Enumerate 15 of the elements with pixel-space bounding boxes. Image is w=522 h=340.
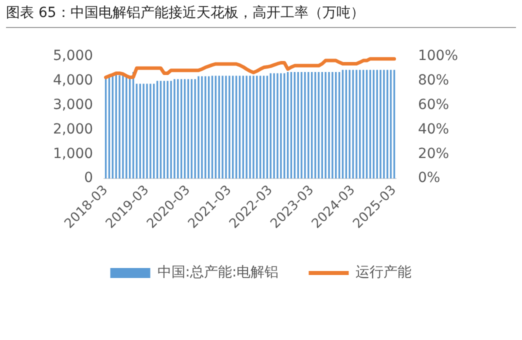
y-tick-label: 5,000	[52, 48, 94, 64]
y-tick-label: 4,000	[52, 72, 94, 88]
y2-tick-label: 60%	[418, 96, 450, 113]
y2-tick-label: 20%	[418, 146, 450, 162]
y-tick-label: 0	[84, 170, 94, 186]
legend-label: 中国:总产能:电解铝	[157, 264, 279, 281]
chart-title: 图表 65：中国电解铝产能接近天花板，高开工率（万吨）	[6, 4, 516, 28]
y-tick-label: 1,000	[52, 146, 94, 162]
y2-tick-label: 40%	[418, 121, 450, 138]
y-tick-label: 3,000	[52, 96, 94, 113]
y2-tick-label: 0%	[418, 170, 440, 186]
y2-tick-label: 100%	[418, 48, 458, 64]
y2-tick-label: 80%	[418, 72, 450, 88]
legend-label: 运行产能	[356, 264, 412, 281]
y-tick-label: 2,000	[52, 121, 94, 138]
